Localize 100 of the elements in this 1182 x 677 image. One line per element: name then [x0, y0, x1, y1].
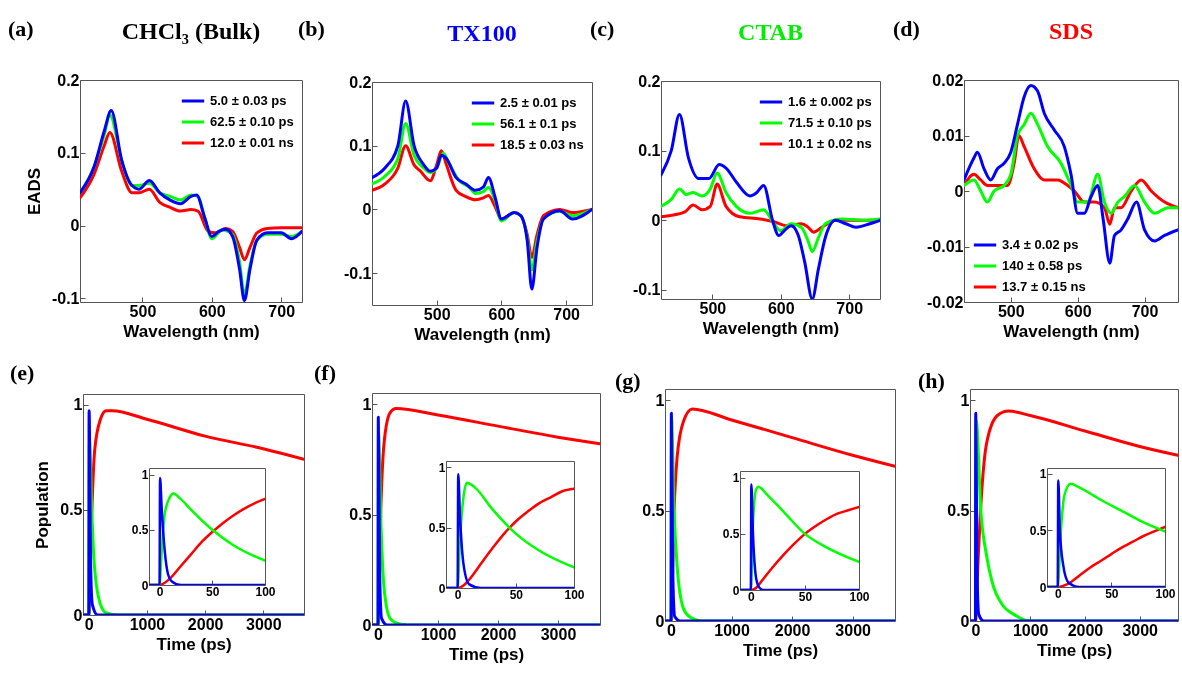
y-tick-label: 0.2	[349, 73, 372, 91]
y-tick-label: 0.5	[642, 502, 665, 520]
x-axis-title: Time (ps)	[1036, 640, 1113, 660]
y-tick-label: 0.1	[349, 137, 372, 155]
x-tick-label: 0	[84, 615, 94, 633]
x-tick-label: 0	[374, 625, 384, 643]
y-tick-label: 0.1	[57, 144, 80, 162]
y-tick-label: 1	[1039, 467, 1047, 482]
x-tick-label: 50	[798, 589, 813, 604]
y-tick-label: 0.5	[131, 523, 149, 538]
legend-label: 12.0 ± 0.01 ns	[210, 135, 294, 150]
y-tick-label: 0.5	[947, 502, 970, 520]
x-tick-label: 500	[129, 302, 157, 320]
y-tick-label: 1	[141, 468, 149, 483]
y-tick-label: -0.01	[927, 238, 964, 255]
text: (h)	[918, 368, 945, 394]
x-tick-label: 3000	[835, 621, 872, 639]
legend-label: 10.1 ± 0.02 ns	[788, 136, 872, 151]
x-tick-label: 600	[1064, 302, 1092, 320]
legend-label: 1.6 ± 0.002 ps	[788, 94, 872, 109]
y-axis-title: EADS	[24, 167, 44, 216]
x-axis-title: Time (ps)	[156, 634, 232, 654]
x-axis-title: Wavelength (nm)	[123, 321, 260, 341]
x-tick-label: 0	[156, 584, 164, 599]
x-tick-label: 700	[1131, 302, 1159, 320]
text: (a)	[8, 16, 34, 42]
chart-title: SDS	[1048, 18, 1094, 44]
x-tick-label: 500	[423, 305, 451, 323]
legend-label: 140 ± 0.58 ps	[1002, 258, 1083, 273]
text: (c)	[590, 16, 615, 42]
x-tick-label: 1000	[129, 615, 166, 633]
y-tick-label: -0.1	[343, 264, 372, 282]
y-tick-label: 1	[732, 471, 740, 486]
text: (e)	[10, 360, 35, 386]
x-tick-label: 100	[849, 589, 870, 604]
x-tick-label: 3000	[245, 615, 282, 633]
legend-label: 3.4 ± 0.02 ps	[1002, 237, 1079, 252]
y-tick-label: 0.5	[428, 521, 446, 536]
x-tick-label: 2000	[1067, 621, 1104, 639]
chart-title: CHCl₃ (Bulk)	[121, 18, 261, 44]
y-tick-label: 0.5	[1029, 523, 1047, 538]
y-axis-title: Population	[33, 461, 53, 549]
y-tick-label: 1	[73, 396, 83, 414]
y-tick-label: 0.02	[932, 71, 964, 89]
text: (d)	[893, 16, 920, 42]
text: (g)	[615, 368, 641, 394]
y-tick-label: 0.5	[60, 501, 83, 519]
y-tick-label: 0.01	[932, 127, 964, 144]
x-tick-label: 500	[699, 299, 727, 317]
y-tick-label: 0	[70, 217, 80, 235]
legend-label: 13.7 ± 0.15 ns	[1002, 279, 1086, 294]
x-axis-title: Wavelength (nm)	[1003, 321, 1140, 341]
x-tick-label: 600	[767, 299, 795, 317]
y-tick-label: 0.5	[349, 506, 372, 524]
x-tick-label: 1000	[1012, 621, 1049, 639]
x-axis-title: Time (ps)	[448, 644, 525, 664]
x-tick-label: 0	[747, 589, 755, 604]
x-tick-label: 2000	[480, 625, 517, 643]
x-tick-label: 700	[836, 299, 864, 317]
y-tick-label: -0.02	[927, 293, 964, 311]
x-tick-label: 700	[553, 305, 581, 323]
x-tick-label: 2000	[774, 621, 811, 639]
x-tick-label: 0	[971, 621, 981, 639]
x-tick-label: 700	[268, 302, 296, 320]
y-tick-label: -0.1	[51, 289, 80, 307]
x-tick-label: 0	[1054, 586, 1062, 601]
y-tick-label: 1	[655, 391, 665, 409]
chart-title: CTAB	[738, 19, 803, 45]
y-tick-label: -0.1	[632, 281, 661, 299]
legend-label: 2.5 ± 0.01 ps	[500, 95, 577, 110]
x-tick-label: 3000	[1122, 621, 1159, 639]
x-tick-label: 3000	[540, 625, 577, 643]
x-tick-label: 500	[997, 302, 1025, 320]
x-tick-label: 100	[255, 584, 276, 599]
chart-title: TX100	[447, 20, 517, 46]
y-tick-label: 0.5	[722, 527, 740, 542]
x-tick-label: 600	[198, 302, 226, 320]
x-tick-label: 50	[1105, 586, 1119, 601]
x-tick-label: 0	[667, 621, 677, 639]
x-tick-label: 600	[488, 305, 516, 323]
legend-label: 71.5 ± 0.10 ps	[788, 115, 872, 130]
x-tick-label: 2000	[187, 615, 224, 633]
x-tick-label: 1000	[420, 625, 457, 643]
text: (f)	[314, 360, 336, 386]
x-tick-label: 50	[206, 584, 220, 599]
x-tick-label: 1000	[714, 621, 750, 639]
text: (b)	[298, 16, 325, 42]
legend-label: 18.5 ± 0.03 ns	[500, 137, 584, 152]
y-tick-label: 0	[651, 211, 661, 229]
y-tick-label: 1	[438, 460, 446, 475]
x-axis-title: Wavelength (nm)	[414, 324, 551, 344]
y-tick-label: 1	[960, 391, 970, 409]
y-tick-label: 0	[362, 200, 372, 218]
x-axis-title: Time (ps)	[742, 640, 819, 660]
y-tick-label: 0.1	[638, 142, 661, 160]
y-tick-label: 0.2	[638, 72, 661, 90]
y-tick-label: 0	[954, 182, 964, 200]
x-axis-title: Wavelength (nm)	[702, 318, 840, 338]
x-tick-label: 50	[509, 587, 524, 602]
legend-label: 62.5 ± 0.10 ps	[210, 114, 294, 129]
